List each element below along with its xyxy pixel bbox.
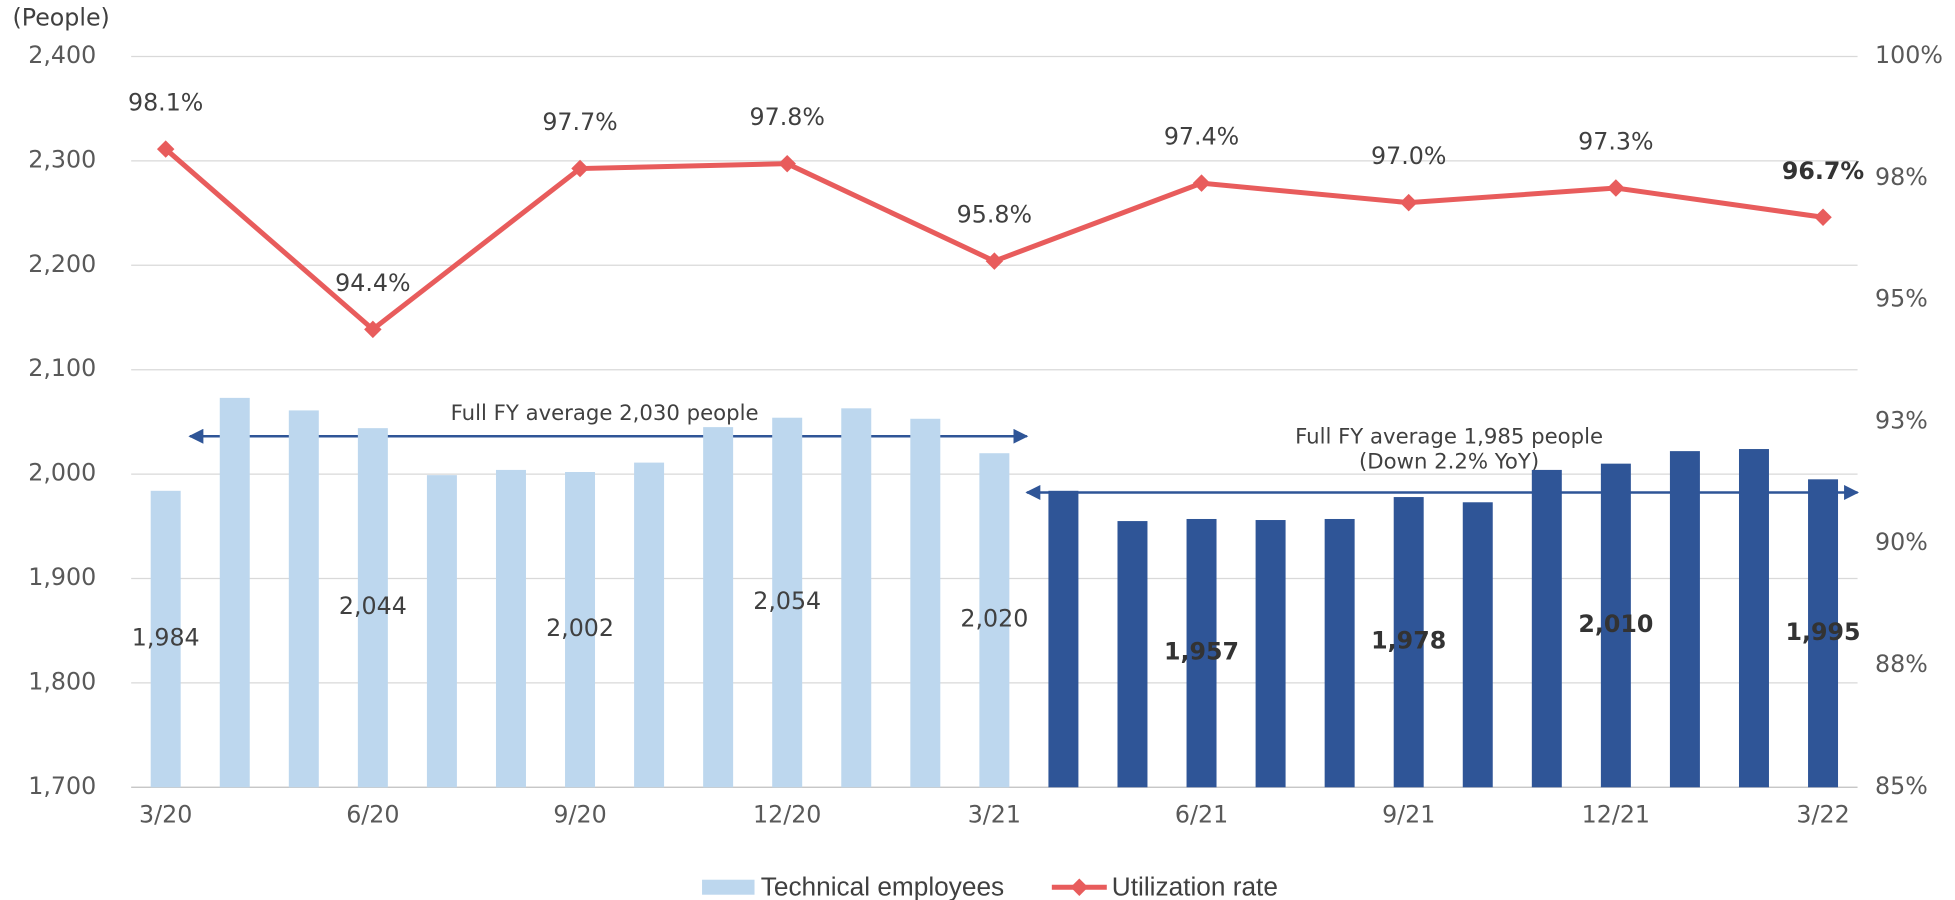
- marker: [778, 154, 796, 173]
- data-label: 2,010: [1578, 610, 1653, 638]
- bar: [1324, 518, 1355, 788]
- annotation: Full FY average 1,985 people: [1295, 425, 1603, 450]
- x-tick-label: 12/20: [753, 801, 821, 829]
- y2-tick-label: 93%: [1875, 406, 1928, 434]
- x-tick-label: 6/20: [346, 801, 399, 829]
- bar: [495, 469, 526, 788]
- bar: [634, 462, 665, 788]
- data-label: 2,002: [546, 614, 614, 642]
- bar: [1117, 521, 1148, 788]
- bar: [565, 472, 596, 788]
- marker: [1814, 208, 1832, 227]
- y2-tick-label: 88%: [1875, 650, 1928, 678]
- bar: [1255, 520, 1286, 788]
- bar: [426, 475, 457, 788]
- data-label: 1,995: [1786, 618, 1861, 646]
- annotation: Full FY average 2,030 people: [451, 401, 759, 426]
- marker: [1399, 193, 1418, 212]
- bar: [1808, 479, 1839, 788]
- y2-tick-label: 100%: [1875, 41, 1943, 69]
- legend: Technical employees Utilization rate: [702, 871, 1278, 900]
- y-axis-title: (People): [12, 4, 109, 32]
- bar: [1600, 463, 1631, 788]
- marker: [156, 140, 175, 158]
- line-series: 98.1% 94.4% 97.7% 97.8% 95.8% 97.4% 97.0% 97.3%…: [128, 89, 1865, 339]
- data-label: 98.1%: [128, 89, 203, 117]
- x-tick-label: 3/20: [139, 801, 192, 829]
- y-tick-label: 1,800: [28, 667, 96, 695]
- axes: 1,700 1,800 1,900 2,000 2,100 2,200 2,300 2,400…: [28, 41, 1943, 829]
- data-label: 97.3%: [1578, 128, 1653, 156]
- bar: [1531, 469, 1562, 788]
- bar: [772, 417, 803, 788]
- bar: [910, 418, 941, 788]
- legend-swatch: [1070, 878, 1089, 896]
- bar: [1393, 497, 1424, 788]
- data-label: 1,978: [1371, 627, 1446, 655]
- data-label: 97.0%: [1371, 142, 1446, 170]
- y2-tick-label: 90%: [1875, 528, 1928, 556]
- y-tick-label: 2,000: [28, 459, 96, 487]
- marker: [985, 252, 1004, 270]
- x-tick-label: 12/21: [1582, 801, 1650, 829]
- bar: [1462, 502, 1493, 788]
- marker: [1192, 174, 1211, 192]
- bar: [1048, 490, 1079, 788]
- y-tick-label: 2,100: [28, 354, 96, 382]
- bar: [1738, 449, 1769, 788]
- y-tick-label: 1,900: [28, 563, 96, 591]
- data-label: 1,957: [1164, 638, 1239, 666]
- bar: [1669, 451, 1700, 788]
- data-label: 95.8%: [957, 201, 1032, 229]
- y-tick-label: 2,300: [28, 145, 96, 173]
- x-tick-label: 9/21: [1382, 801, 1435, 829]
- x-tick-label: 3/22: [1796, 801, 1849, 829]
- y-tick-label: 2,400: [28, 41, 96, 69]
- data-label: 97.4%: [1164, 123, 1239, 151]
- data-label: 94.4%: [335, 269, 410, 297]
- data-label: 2,054: [753, 587, 821, 615]
- bar: [219, 397, 250, 788]
- y-tick-label: 2,200: [28, 250, 96, 278]
- annotation: (Down 2.2% YoY): [1359, 449, 1539, 474]
- data-label: 97.8%: [750, 103, 825, 131]
- bar: [979, 453, 1010, 788]
- x-tick-label: 3/21: [968, 801, 1021, 829]
- bar: [357, 428, 388, 788]
- bar: [1186, 518, 1217, 788]
- marker: [1607, 179, 1625, 197]
- bar: [150, 490, 181, 788]
- bar: [841, 408, 872, 788]
- legend-label: Utilization rate: [1112, 871, 1278, 900]
- line: [164, 147, 1824, 333]
- legend-label: Technical employees: [761, 871, 1004, 900]
- bar-series: 1,984 2,044 2,002 2,054 2,020 1,957 1,978 2,010…: [132, 397, 1861, 788]
- data-label: 2,020: [960, 605, 1028, 633]
- x-tick-label: 9/20: [553, 801, 606, 829]
- y-tick-label: 1,700: [28, 772, 96, 800]
- y2-tick-label: 98%: [1875, 163, 1928, 191]
- legend-swatch: [702, 879, 755, 895]
- data-label: 96.7%: [1782, 157, 1865, 185]
- x-tick-label: 6/21: [1175, 801, 1228, 829]
- y2-tick-label: 95%: [1875, 285, 1928, 313]
- y2-tick-label: 85%: [1875, 772, 1928, 800]
- bar: [703, 427, 734, 788]
- bar: [288, 410, 319, 788]
- data-label: 97.7%: [542, 108, 617, 136]
- data-label: 1,984: [132, 624, 200, 652]
- data-label: 2,044: [339, 592, 407, 620]
